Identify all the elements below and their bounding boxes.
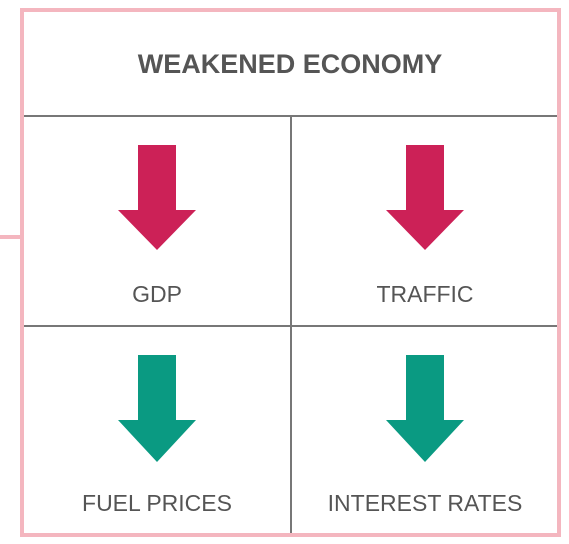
- down-arrow: [386, 355, 464, 462]
- title: WEAKENED ECONOMY: [138, 49, 443, 79]
- cell-label: GDP: [132, 281, 182, 307]
- down-arrow: [386, 145, 464, 250]
- down-arrow: [118, 355, 196, 462]
- down-arrow: [118, 145, 196, 250]
- cell-label: INTEREST RATES: [328, 490, 523, 516]
- cell-label: TRAFFIC: [376, 281, 473, 307]
- cell-label: FUEL PRICES: [82, 490, 232, 516]
